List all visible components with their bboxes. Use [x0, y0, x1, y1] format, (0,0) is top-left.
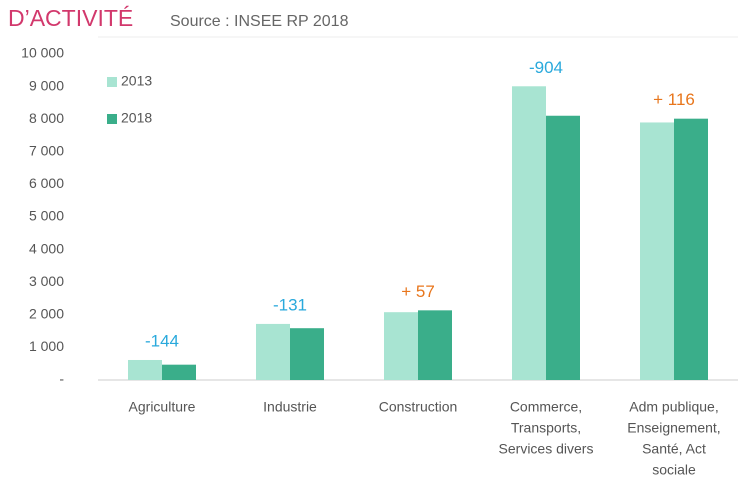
- annotation: -131: [273, 295, 307, 314]
- bar: [384, 312, 418, 380]
- x-tick-label: Enseignement,: [627, 420, 720, 436]
- legend-swatch: [107, 77, 117, 87]
- x-tick-label: Transports,: [511, 420, 581, 436]
- annotation: -144: [145, 331, 179, 350]
- y-tick-label: 3 000: [29, 273, 64, 289]
- bar: [290, 328, 324, 380]
- bar: [674, 118, 708, 380]
- y-tick-label: 4 000: [29, 240, 64, 256]
- x-tick-label: sociale: [652, 462, 696, 478]
- bar: [162, 364, 196, 380]
- bar: [546, 115, 580, 381]
- x-tick-label: Adm publique,: [629, 399, 719, 415]
- legend-swatch: [107, 114, 117, 124]
- y-tick-label: 6 000: [29, 175, 64, 191]
- annotation: + 116: [653, 90, 695, 109]
- y-tick-label: -: [59, 371, 64, 387]
- y-tick-label: 8 000: [29, 110, 64, 126]
- x-tick-label: Industrie: [263, 399, 317, 415]
- y-tick-label: 1 000: [29, 338, 64, 354]
- x-tick-label: Construction: [379, 399, 458, 415]
- x-tick-label: Santé, Act: [642, 441, 706, 457]
- chart-subtitle: Source : INSEE RP 2018: [170, 13, 349, 30]
- annotation: -904: [529, 58, 563, 77]
- chart-title: D’ACTIVITÉ: [8, 5, 133, 31]
- y-tick-label: 2 000: [29, 306, 64, 322]
- y-tick-label: 9 000: [29, 77, 64, 93]
- bar: [640, 122, 674, 381]
- y-tick-label: 7 000: [29, 143, 64, 159]
- annotation: + 57: [401, 282, 435, 301]
- x-tick-label: Agriculture: [129, 399, 196, 415]
- bar: [418, 310, 452, 380]
- y-tick-label: 5 000: [29, 208, 64, 224]
- x-tick-label: Services divers: [499, 441, 594, 457]
- bar: [256, 323, 290, 380]
- legend-label: 2018: [121, 110, 152, 126]
- y-tick-label: 10 000: [21, 45, 64, 61]
- bar: [512, 86, 546, 381]
- x-tick-label: Commerce,: [510, 399, 582, 415]
- bar: [128, 359, 162, 380]
- legend-label: 2013: [121, 73, 152, 89]
